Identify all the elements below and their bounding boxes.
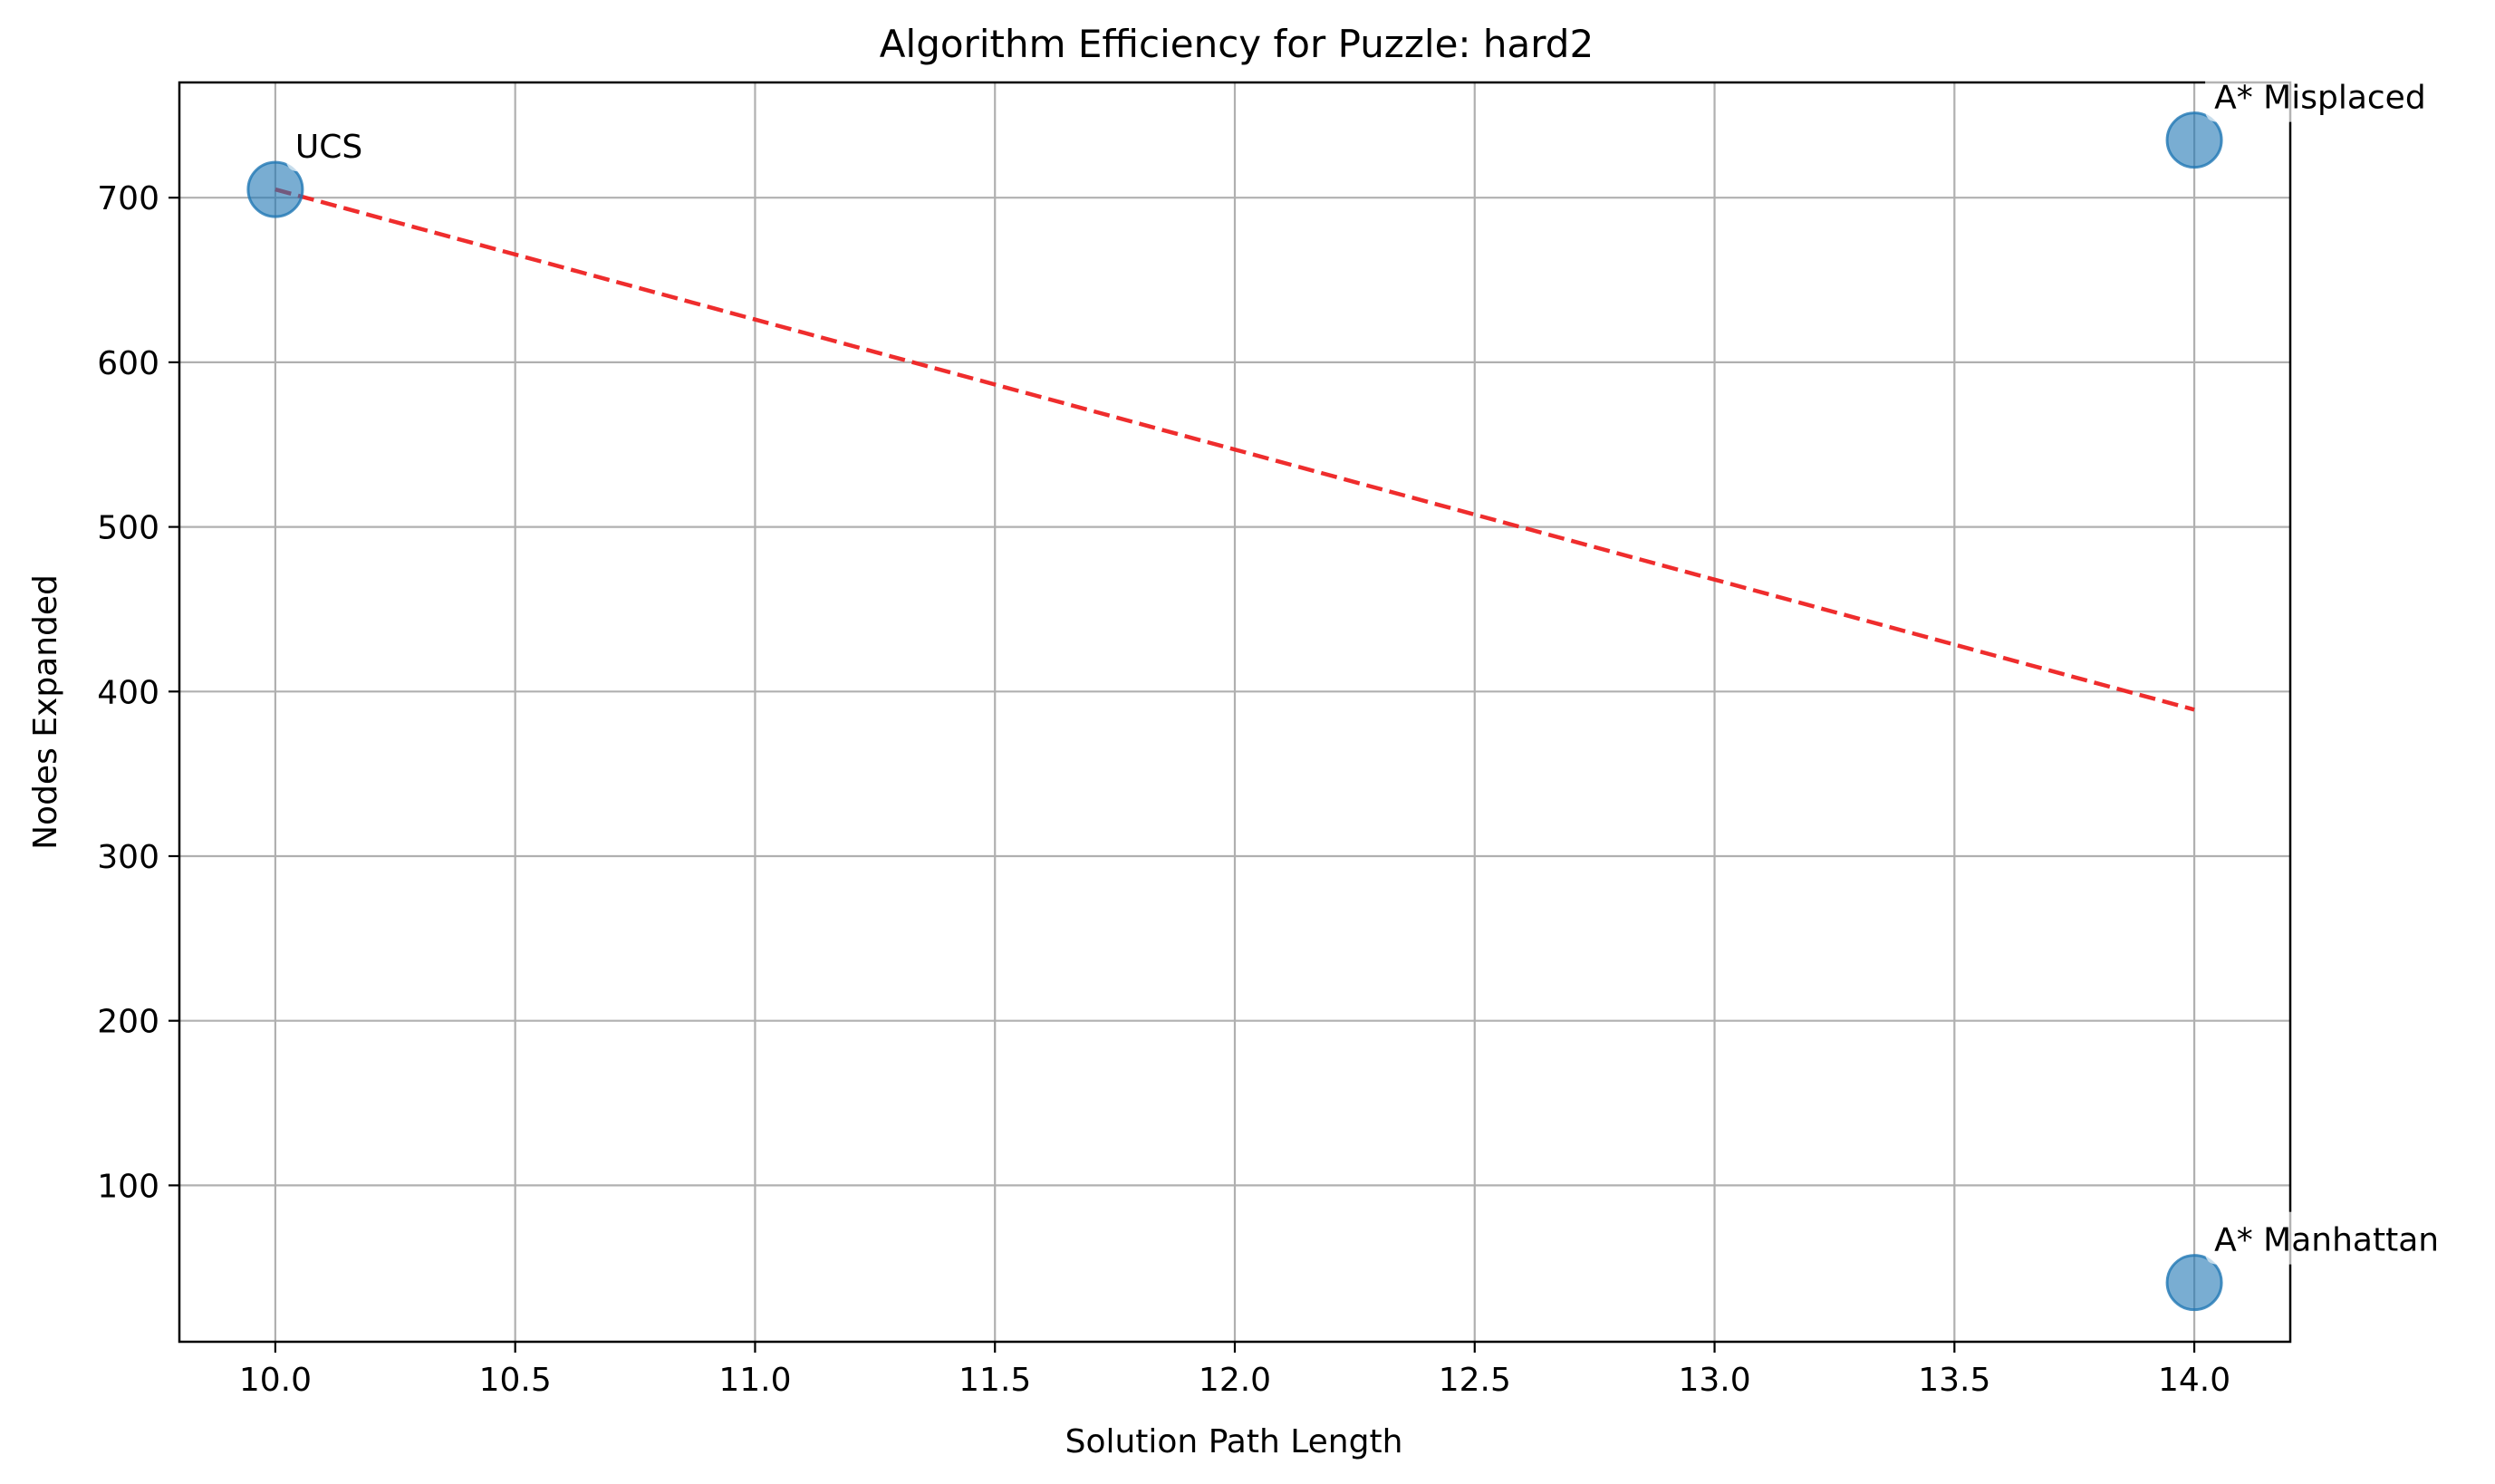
grid bbox=[179, 82, 2290, 1342]
point-labels: UCS A* Misplaced A* Manhattan bbox=[285, 69, 2463, 1265]
data-points bbox=[246, 111, 2223, 1312]
point-label: UCS bbox=[295, 129, 362, 166]
trendline bbox=[275, 187, 2195, 712]
point-label: A* Manhattan bbox=[2214, 1222, 2439, 1259]
data-point bbox=[2165, 1254, 2223, 1312]
point-label-box bbox=[2205, 1211, 2463, 1265]
y-axis-ticks: 100 200 300 400 500 600 700 bbox=[97, 180, 179, 1205]
x-tick-label: 10.0 bbox=[239, 1362, 312, 1399]
x-tick-label: 14.0 bbox=[2158, 1362, 2230, 1399]
x-tick-label: 12.0 bbox=[1199, 1362, 1271, 1399]
x-tick-label: 11.5 bbox=[959, 1362, 1031, 1399]
x-axis-label: Solution Path Length bbox=[1065, 1423, 1403, 1460]
trendline-group bbox=[275, 187, 2195, 712]
data-point bbox=[246, 160, 304, 218]
point-label: A* Misplaced bbox=[2214, 80, 2426, 117]
x-tick-label: 11.0 bbox=[718, 1362, 791, 1399]
data-point bbox=[2165, 111, 2223, 169]
chart-title: Algorithm Efficiency for Puzzle: hard2 bbox=[880, 22, 1594, 66]
y-axis-label: Nodes Expanded bbox=[27, 574, 64, 850]
x-tick-label: 12.5 bbox=[1439, 1362, 1511, 1399]
x-tick-label: 10.5 bbox=[479, 1362, 552, 1399]
y-tick-label: 100 bbox=[97, 1168, 159, 1205]
y-tick-label: 600 bbox=[97, 345, 159, 382]
x-tick-label: 13.5 bbox=[1918, 1362, 1990, 1399]
x-tick-label: 13.0 bbox=[1678, 1362, 1750, 1399]
y-tick-label: 200 bbox=[97, 1004, 159, 1041]
y-tick-label: 400 bbox=[97, 674, 159, 711]
y-tick-label: 500 bbox=[97, 510, 159, 547]
y-tick-label: 700 bbox=[97, 180, 159, 217]
point-label-box bbox=[285, 119, 364, 172]
x-axis-ticks: 10.0 10.5 11.0 11.5 12.0 12.5 13.0 13.5 14.0 bbox=[239, 1342, 2230, 1399]
point-label-box bbox=[2205, 69, 2463, 122]
y-tick-label: 300 bbox=[97, 839, 159, 876]
